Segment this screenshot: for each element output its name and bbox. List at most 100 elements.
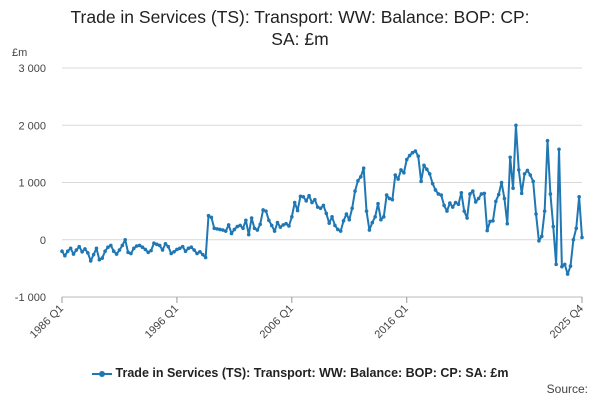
data-point[interactable] <box>97 257 102 262</box>
data-point[interactable] <box>200 252 205 257</box>
data-point[interactable] <box>284 221 288 226</box>
data-point[interactable] <box>63 253 67 258</box>
data-point[interactable] <box>531 179 535 184</box>
data-point[interactable] <box>379 217 383 222</box>
data-point[interactable] <box>560 264 564 269</box>
data-point[interactable] <box>473 200 478 204</box>
data-point[interactable] <box>103 249 107 253</box>
data-point[interactable] <box>298 194 303 199</box>
data-point[interactable] <box>387 196 392 201</box>
data-point[interactable] <box>189 245 194 249</box>
data-point[interactable] <box>407 153 412 158</box>
data-point[interactable] <box>448 201 452 205</box>
data-point[interactable] <box>511 186 515 191</box>
data-point[interactable] <box>551 224 556 229</box>
data-point[interactable] <box>269 223 274 228</box>
data-point[interactable] <box>203 255 208 260</box>
data-point[interactable] <box>186 246 191 251</box>
data-point[interactable] <box>468 192 472 196</box>
data-point[interactable] <box>149 248 153 253</box>
data-point[interactable] <box>155 242 159 247</box>
data-point[interactable] <box>229 231 234 236</box>
data-point[interactable] <box>347 217 352 222</box>
data-point[interactable] <box>88 259 93 263</box>
data-point[interactable] <box>307 193 311 198</box>
data-point[interactable] <box>232 227 237 232</box>
data-point[interactable] <box>235 224 240 229</box>
data-point[interactable] <box>350 206 354 211</box>
data-point[interactable] <box>152 241 156 245</box>
data-point[interactable] <box>358 174 363 179</box>
data-point[interactable] <box>393 173 398 177</box>
data-point[interactable] <box>180 244 185 249</box>
data-point[interactable] <box>580 235 584 240</box>
data-point[interactable] <box>195 251 199 256</box>
data-point[interactable] <box>471 189 475 193</box>
data-point[interactable] <box>462 209 467 213</box>
data-point[interactable] <box>60 249 64 253</box>
data-point[interactable] <box>249 216 254 220</box>
data-point[interactable] <box>482 191 487 196</box>
data-point[interactable] <box>356 178 360 183</box>
data-point[interactable] <box>272 229 277 233</box>
data-point[interactable] <box>244 218 248 223</box>
data-point[interactable] <box>453 200 458 205</box>
data-point[interactable] <box>313 197 317 202</box>
data-point[interactable] <box>545 138 550 143</box>
data-point[interactable] <box>206 213 211 218</box>
data-point[interactable] <box>465 216 469 220</box>
data-point[interactable] <box>157 243 162 248</box>
data-point[interactable] <box>290 215 294 219</box>
data-point[interactable] <box>367 228 372 232</box>
data-point[interactable] <box>505 221 510 226</box>
data-point[interactable] <box>539 234 544 239</box>
data-point[interactable] <box>109 243 113 248</box>
data-point[interactable] <box>413 149 418 153</box>
data-point[interactable] <box>384 193 389 197</box>
data-point[interactable] <box>502 196 507 201</box>
data-point[interactable] <box>123 237 128 242</box>
data-point[interactable] <box>218 227 222 232</box>
data-point[interactable] <box>267 218 271 223</box>
data-point[interactable] <box>68 246 73 251</box>
data-point[interactable] <box>264 209 268 213</box>
data-point[interactable] <box>261 208 265 212</box>
data-point[interactable] <box>528 173 533 177</box>
data-point[interactable] <box>177 246 182 251</box>
data-point[interactable] <box>292 200 297 205</box>
data-point[interactable] <box>425 167 429 172</box>
data-point[interactable] <box>223 229 228 233</box>
data-point[interactable] <box>65 249 70 253</box>
data-point[interactable] <box>166 244 171 249</box>
data-point[interactable] <box>574 226 579 231</box>
data-point[interactable] <box>212 226 217 231</box>
data-point[interactable] <box>318 206 323 211</box>
data-point[interactable] <box>430 181 435 186</box>
data-point[interactable] <box>525 168 530 173</box>
data-point[interactable] <box>275 220 280 225</box>
data-point[interactable] <box>399 168 403 172</box>
data-point[interactable] <box>143 247 148 252</box>
data-point[interactable] <box>537 239 541 243</box>
data-point[interactable] <box>192 248 196 252</box>
data-point[interactable] <box>485 228 489 233</box>
data-point[interactable] <box>568 264 573 268</box>
data-point[interactable] <box>117 248 122 252</box>
data-point[interactable] <box>364 209 369 213</box>
data-point[interactable] <box>175 247 179 252</box>
data-point[interactable] <box>479 192 484 196</box>
data-point[interactable] <box>404 157 409 162</box>
data-point[interactable] <box>126 250 130 255</box>
data-point[interactable] <box>488 219 492 224</box>
data-point[interactable] <box>416 154 421 158</box>
data-point[interactable] <box>278 225 283 229</box>
data-point[interactable] <box>295 208 300 213</box>
data-point[interactable] <box>114 252 119 256</box>
data-point[interactable] <box>301 195 306 199</box>
data-point[interactable] <box>442 203 446 208</box>
data-point[interactable] <box>258 222 263 227</box>
data-point[interactable] <box>422 163 426 168</box>
legend[interactable]: Trade in Services (TS): Transport: WW: B… <box>0 366 600 380</box>
data-point[interactable] <box>140 245 145 249</box>
data-point[interactable] <box>450 205 455 209</box>
